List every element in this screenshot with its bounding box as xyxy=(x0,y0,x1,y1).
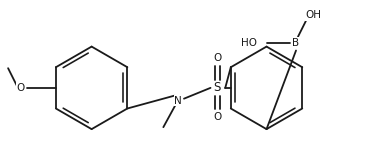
Text: OH: OH xyxy=(306,10,322,20)
Text: O: O xyxy=(213,53,222,63)
Text: O: O xyxy=(17,83,25,93)
Text: O: O xyxy=(213,112,222,122)
Text: N: N xyxy=(174,96,182,106)
Text: B: B xyxy=(292,38,299,48)
Text: HO: HO xyxy=(241,38,257,48)
Text: S: S xyxy=(214,81,221,94)
